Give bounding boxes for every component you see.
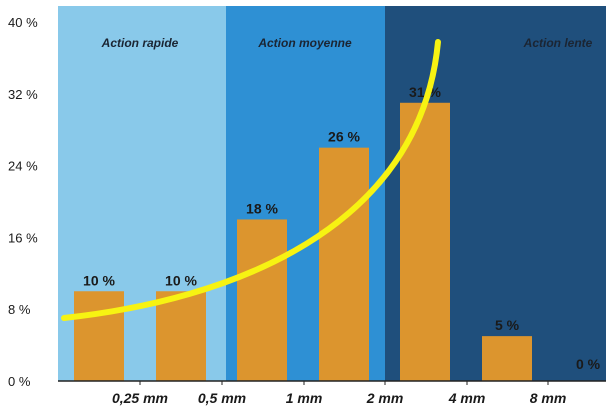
bar-3 bbox=[237, 219, 287, 381]
x-tick-label-5: 4 mm bbox=[448, 390, 486, 406]
data-label-7: 0 % bbox=[576, 356, 601, 372]
data-label-3: 18 % bbox=[246, 200, 278, 216]
x-tick-label-2: 0,5 mm bbox=[198, 390, 246, 406]
bar-4 bbox=[319, 147, 369, 381]
x-tick-label-3: 1 mm bbox=[286, 390, 323, 406]
data-label-6: 5 % bbox=[495, 317, 520, 333]
data-label-1: 10 % bbox=[83, 272, 115, 288]
y-tick-label-5: 32 % bbox=[8, 87, 38, 102]
trend-curve bbox=[61, 39, 441, 321]
data-labels-layer: 10 % 10 % 18 % 26 % 31 % 5 % 0 % bbox=[83, 84, 601, 372]
y-tick-label-1: 0 % bbox=[8, 374, 31, 389]
bar-1 bbox=[74, 291, 124, 381]
data-label-2: 10 % bbox=[165, 272, 197, 288]
x-ticks-layer: 0,25 mm 0,5 mm 1 mm 2 mm 4 mm 8 mm bbox=[112, 381, 566, 406]
x-tick-label-4: 2 mm bbox=[366, 390, 404, 406]
x-tick-label-1: 0,25 mm bbox=[112, 390, 168, 406]
bar-2 bbox=[156, 291, 206, 381]
y-tick-label-2: 8 % bbox=[8, 302, 31, 317]
y-tick-label-3: 16 % bbox=[8, 230, 38, 245]
data-label-5: 31 % bbox=[409, 84, 441, 100]
bar-6 bbox=[482, 336, 532, 381]
zone-label-2: Action moyenne bbox=[257, 36, 352, 50]
y-tick-label-6: 40 % bbox=[8, 15, 38, 30]
bar-5 bbox=[400, 102, 450, 382]
zone-label-1: Action rapide bbox=[101, 36, 179, 50]
data-label-4: 26 % bbox=[328, 129, 360, 145]
x-tick-label-6: 8 mm bbox=[530, 390, 567, 406]
y-tick-label-4: 24 % bbox=[8, 159, 38, 174]
zone-label-3: Action lente bbox=[523, 36, 593, 50]
bars-layer bbox=[74, 102, 532, 382]
y-ticks-layer: 0 % 8 % 16 % 24 % 32 % 40 % bbox=[8, 15, 38, 389]
